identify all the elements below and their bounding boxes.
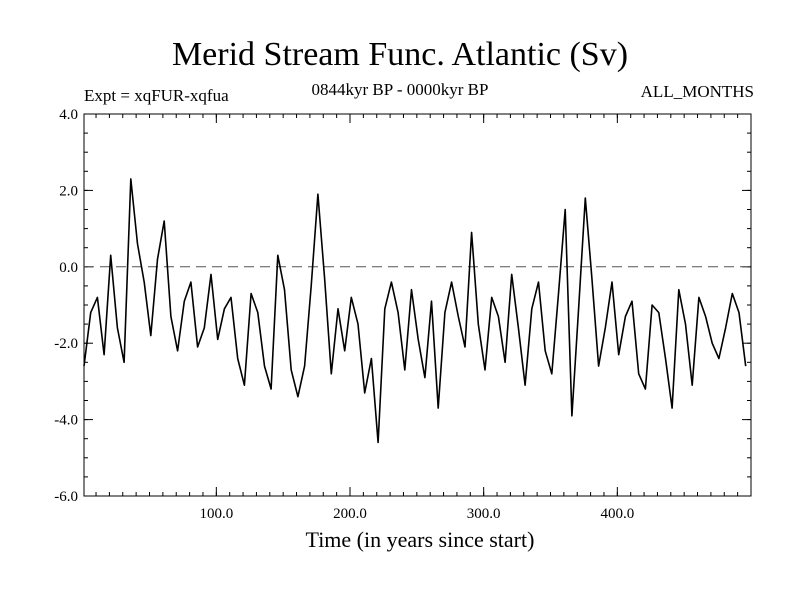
x-tick-label: 100.0 (199, 506, 233, 522)
y-tick-label: 4.0 (59, 107, 78, 123)
y-tick-label: 0.0 (59, 260, 78, 276)
y-tick-label: -4.0 (54, 413, 78, 429)
x-tick-label: 300.0 (467, 506, 501, 522)
series-line (83, 178, 747, 444)
experiment-label: Expt = xqFUR-xqfua (84, 86, 229, 105)
chart-title: Merid Stream Func. Atlantic (Sv) (171, 36, 629, 73)
y-tick-label: 2.0 (59, 183, 78, 199)
y-tick-label: -2.0 (54, 336, 78, 352)
months-label: ALL_MONTHS (640, 82, 754, 101)
period-label: 0844kyr BP - 0000kyr BP (311, 80, 489, 99)
x-tick-label: 400.0 (600, 506, 634, 522)
y-tick-label: -6.0 (54, 489, 78, 505)
x-tick-label: 200.0 (333, 506, 367, 522)
y-axis: -6.0 -4.0 -2.0 0.0 2.0 4.0 (54, 107, 751, 505)
x-axis-label: Time (in years since start) (305, 527, 535, 552)
x-axis: 100.0 200.0 300.0 400.0 (95, 114, 739, 522)
